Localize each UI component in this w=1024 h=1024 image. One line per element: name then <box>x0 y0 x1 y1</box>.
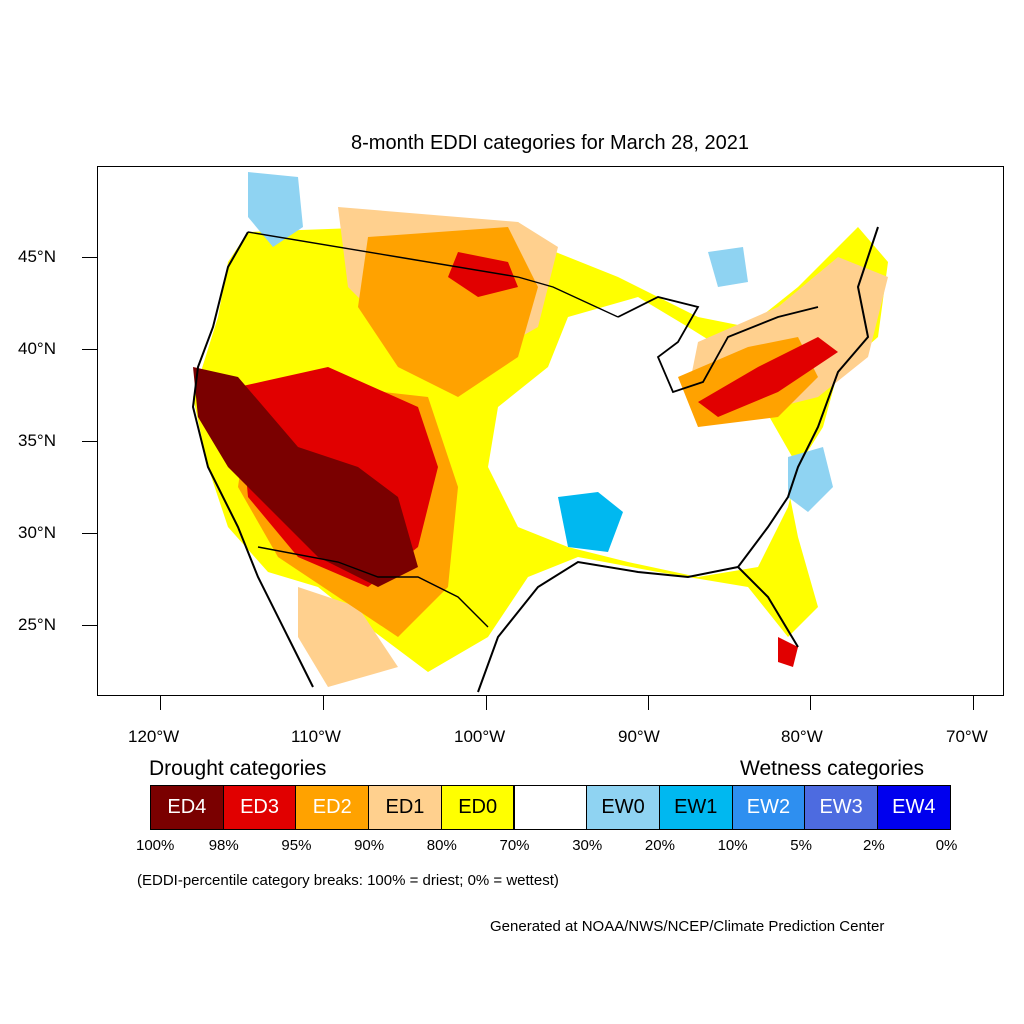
legend-box-ed0: ED0 <box>440 785 515 830</box>
lat-label: 25°N <box>18 615 56 634</box>
ed4-region-southwest <box>193 367 418 587</box>
lat-tick <box>82 441 97 442</box>
ew-region-northwest <box>248 172 303 247</box>
lat-label: 45°N <box>18 247 56 266</box>
ed3-region-lakes <box>698 337 838 417</box>
legend-box-ew2: EW2 <box>731 785 806 830</box>
legend-box-ed4: ED4 <box>150 785 224 830</box>
lon-label: 80°W <box>781 727 823 746</box>
lat-label: 35°N <box>18 431 56 450</box>
lon-tick <box>160 696 161 710</box>
percent-break-label: 2% <box>863 837 885 854</box>
lon-tick <box>973 696 974 710</box>
percent-break-label: 10% <box>717 837 748 854</box>
lat-tick <box>82 533 97 534</box>
legend-box-ed2: ED2 <box>295 785 370 830</box>
legend-box-ed1: ED1 <box>368 785 442 830</box>
mexico-border <box>257 546 489 628</box>
lon-label: 110°W <box>291 727 341 746</box>
drought-heading: Drought categories <box>149 757 327 780</box>
lat-label: 40°N <box>18 339 56 358</box>
percent-break-label: 80% <box>426 837 457 854</box>
map-title: 8-month EDDI categories for March 28, 20… <box>351 132 749 154</box>
lon-tick <box>648 696 649 710</box>
percent-break-label: 98% <box>208 837 239 854</box>
lat-label: 30°N <box>18 523 56 542</box>
lat-tick <box>82 257 97 258</box>
percent-break-label: 100% <box>136 837 175 854</box>
eddi-map <box>97 166 1004 696</box>
percent-break-label: 70% <box>499 837 530 854</box>
ew-region-ontario <box>708 247 748 287</box>
lon-tick <box>810 696 811 710</box>
lon-label: 90°W <box>618 727 660 746</box>
great-lakes <box>617 296 819 394</box>
legend-box-ew1: EW1 <box>658 785 733 830</box>
percent-break-label: 5% <box>790 837 812 854</box>
percent-break-label: 95% <box>281 837 312 854</box>
credit-line: Generated at NOAA/NWS/NCEP/Climate Predi… <box>490 918 885 935</box>
lon-label: 70°W <box>946 727 988 746</box>
ed1-region-mexico <box>298 587 398 687</box>
wetness-heading: Wetness categories <box>740 757 925 780</box>
lon-tick <box>486 696 487 710</box>
legend-box-ew0: EW0 <box>586 785 660 830</box>
eddi-map-graphic <box>191 172 888 693</box>
percent-break-label: 30% <box>572 837 603 854</box>
ed3-region-north <box>448 252 518 297</box>
lon-label: 100°W <box>454 727 506 746</box>
us-canada-border <box>247 231 619 318</box>
lat-tick <box>82 625 97 626</box>
percent-break-label: 20% <box>644 837 675 854</box>
percent-break-label: 90% <box>354 837 385 854</box>
percent-break-label: 0% <box>935 837 958 854</box>
lon-tick <box>323 696 324 710</box>
ed3-region-florida <box>778 637 798 667</box>
east-coast <box>736 226 879 648</box>
legend-box-ew3: EW3 <box>804 785 878 830</box>
legend-box-normal <box>513 785 588 830</box>
gulf-coast <box>477 560 739 693</box>
west-coast <box>191 231 314 688</box>
legend-box-ed3: ED3 <box>222 785 297 830</box>
legend-box-ew4: EW4 <box>877 785 951 830</box>
ew-region-arkansas <box>558 492 623 552</box>
category-note: (EDDI-percentile category breaks: 100% =… <box>137 872 559 889</box>
lat-tick <box>82 349 97 350</box>
lon-label: 120°W <box>128 727 180 746</box>
